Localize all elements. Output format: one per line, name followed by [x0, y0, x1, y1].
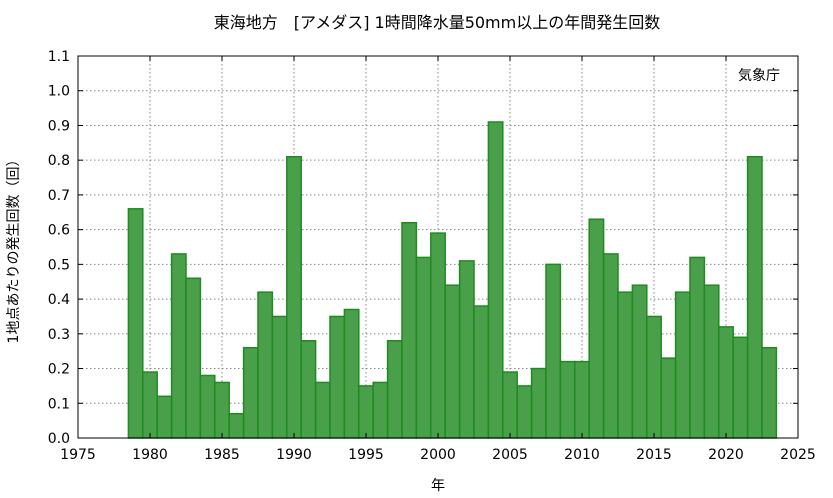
bar-1998	[401, 221, 418, 439]
bar-1987	[242, 346, 259, 439]
x-tick-label: 1995	[348, 447, 384, 463]
bar-2008	[545, 263, 562, 439]
bar-1981	[156, 395, 173, 439]
bar-1999	[415, 256, 432, 439]
y-tick-label: 0.8	[48, 153, 70, 169]
bar-1992	[314, 381, 331, 439]
source-label: 気象庁	[738, 68, 780, 84]
bar-1979	[127, 208, 144, 439]
x-axis-label: 年	[431, 478, 445, 494]
bar-2005	[502, 371, 518, 439]
bar-2010	[574, 360, 590, 439]
bar-2018	[689, 256, 706, 439]
bar-1994	[343, 308, 360, 439]
bar-2001	[444, 284, 461, 439]
bar-1997	[386, 340, 403, 439]
y-tick-label: 0.3	[48, 327, 70, 343]
bar-2004	[487, 121, 504, 439]
ticks: 0.0 0.1 0.2 0.3 0.4 0.5 0.6 0.7 0.8 0.9 1.0 1.1 1975…	[48, 49, 816, 463]
y-tick-label: 0.4	[48, 292, 70, 308]
bar-1986	[228, 412, 245, 439]
bar-2023	[761, 346, 778, 439]
y-tick-label: 0.2	[48, 362, 70, 378]
bars	[127, 121, 778, 439]
x-tick-label: 2020	[708, 447, 744, 463]
bar-1984	[199, 374, 216, 439]
bar-2021	[732, 336, 749, 439]
x-tick-label: 2010	[564, 447, 600, 463]
y-tick-label: 0.9	[48, 118, 70, 134]
bar-2006	[516, 385, 533, 439]
bar-2011	[588, 218, 605, 439]
bar-2019	[703, 284, 720, 439]
y-tick-label: 0.7	[48, 188, 70, 204]
bar-2013	[617, 291, 634, 439]
y-tick-label: 1.0	[48, 84, 70, 100]
x-tick-label: 1990	[276, 447, 312, 463]
bar-2020	[718, 326, 734, 439]
chart-title: 東海地方 [アメダス] 1時間降水量50mm以上の年間発生回数	[214, 13, 660, 32]
x-tick-label: 1985	[204, 447, 240, 463]
bar-1988	[257, 291, 274, 439]
bar-1996	[372, 381, 389, 439]
bar-1980	[142, 371, 158, 439]
bar-2015	[646, 315, 662, 439]
y-tick-label: 0.6	[48, 223, 70, 239]
x-tick-label: 1975	[60, 447, 96, 463]
x-tick-label: 2005	[492, 447, 528, 463]
bar-1991	[300, 340, 317, 439]
bar-1989	[271, 315, 288, 439]
y-axis-label: 1地点あたりの発生回数（回）	[6, 153, 22, 344]
bar-2000	[430, 232, 446, 439]
bar-1982	[170, 253, 187, 439]
bar-2007	[530, 367, 547, 439]
y-tick-label: 1.1	[48, 49, 70, 65]
bar-2012	[602, 253, 619, 439]
bar-1990	[286, 155, 302, 439]
bar-2002	[458, 260, 475, 439]
bar-1983	[185, 277, 202, 439]
bar-1993	[329, 315, 346, 439]
y-tick-label: 0.1	[48, 396, 70, 412]
bar-2022	[746, 155, 763, 439]
x-tick-label: 2015	[636, 447, 672, 463]
y-tick-label: 0.0	[48, 431, 70, 447]
bar-2014	[631, 284, 648, 439]
x-tick-label: 1980	[132, 447, 168, 463]
bar-1995	[358, 385, 374, 439]
bar-2009	[559, 360, 576, 439]
bar-2016	[660, 357, 677, 439]
x-tick-label: 2025	[780, 447, 816, 463]
y-tick-label: 0.5	[48, 257, 70, 273]
bar-2017	[674, 291, 691, 439]
bar-1985	[214, 381, 230, 439]
bar-2003	[473, 305, 490, 439]
x-tick-label: 2000	[420, 447, 456, 463]
